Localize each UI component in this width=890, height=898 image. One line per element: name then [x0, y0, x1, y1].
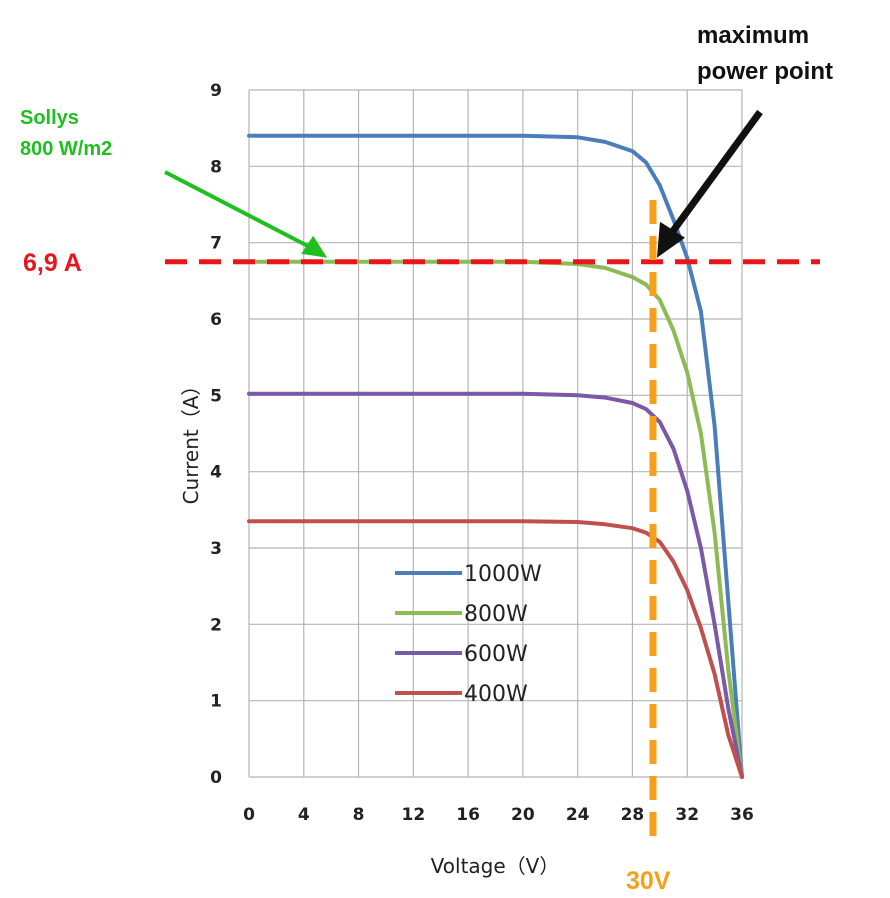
sollys-label: Sollys	[20, 107, 79, 129]
y-tick-label: 6	[210, 310, 222, 330]
x-tick-label: 24	[566, 805, 590, 825]
grid	[248, 89, 743, 778]
mpp-label: maximum	[697, 22, 809, 49]
sollys-arrow-shaft	[164, 170, 313, 250]
legend-label: 800W	[464, 602, 528, 627]
x-tick-label: 8	[353, 805, 365, 825]
x-tick-label: 28	[621, 805, 645, 825]
series-line-400W	[247, 519, 744, 779]
x-tick-label: 0	[243, 805, 255, 825]
y-axis-label: Current（A）	[179, 376, 203, 505]
mpp-arrow-head	[656, 221, 685, 258]
x-axis-label: Voltage（V）	[431, 854, 560, 878]
legend-label: 600W	[464, 642, 528, 667]
y-tick-label: 7	[210, 234, 222, 254]
x-tick-label: 16	[456, 805, 480, 825]
legend-label: 400W	[464, 682, 528, 707]
annotations: 6,9 A 30V Sollys 800 W/m2 maximum power point	[20, 22, 833, 895]
x-axis-ticks: 0 4 8 12 16 20 24 28 32 36	[243, 805, 754, 825]
series-line-1000W	[247, 133, 744, 779]
y-tick-label: 5	[210, 386, 222, 406]
y-tick-label: 3	[210, 539, 222, 559]
sollys-arrow-head	[301, 235, 328, 258]
y-axis-ticks: 0 1 2 3 4 5 6 7 8 9	[210, 81, 222, 788]
y-tick-label: 4	[210, 463, 222, 483]
y-tick-label: 9	[210, 81, 222, 101]
vline-label: 30V	[626, 867, 671, 895]
x-tick-label: 20	[511, 805, 535, 825]
x-tick-label: 12	[401, 805, 425, 825]
x-tick-label: 36	[730, 805, 754, 825]
y-tick-label: 0	[210, 768, 222, 788]
hline-label: 6,9 A	[23, 249, 82, 277]
x-tick-label: 4	[298, 805, 310, 825]
legend-label: 1000W	[464, 562, 542, 587]
legend: 1000W 800W 600W 400W	[395, 562, 542, 707]
x-tick-label: 32	[675, 805, 699, 825]
y-tick-label: 8	[210, 157, 222, 177]
series-line-600W	[247, 391, 744, 779]
y-tick-label: 2	[210, 615, 222, 635]
y-tick-label: 1	[210, 692, 222, 712]
mpp-arrow-shaft	[668, 109, 763, 236]
mpp-label-2: power point	[697, 58, 833, 85]
sollys-label-irradiance: 800 W/m2	[20, 138, 112, 160]
